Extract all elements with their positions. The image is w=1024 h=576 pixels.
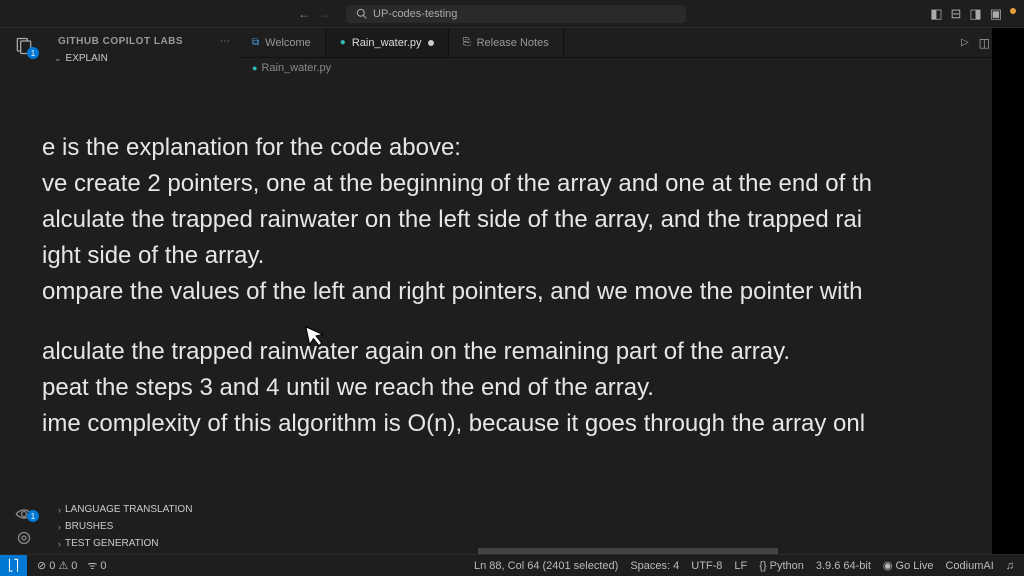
expl-line: ime complexity of this algorithm is O(n)… [42, 406, 994, 442]
nav-arrows: ← → [298, 7, 330, 21]
error-count: 0 [49, 560, 55, 572]
brace-icon: {} [759, 560, 766, 572]
indentation[interactable]: Spaces: 4 [630, 560, 679, 572]
tab-release-label: Release Notes [477, 37, 549, 49]
explorer-icon[interactable]: 1 [14, 36, 34, 56]
interpreter[interactable]: 3.9.6 64-bit [816, 560, 871, 572]
watch-badge: 1 [27, 510, 39, 522]
command-center[interactable]: UP-codes-testing [346, 5, 686, 23]
warning-icon: ⚠ [58, 559, 68, 572]
vscode-icon: ⧉ [252, 37, 259, 48]
layout-right-icon[interactable]: ◨ [969, 6, 981, 22]
section-lang-translation[interactable]: › LANGUAGE TRANSLATION [48, 501, 238, 518]
remote-icon: ⎣⎤ [8, 559, 19, 572]
section-testgen-label: TEST GENERATION [65, 538, 159, 549]
expl-line: alculate the trapped rainwater on the le… [42, 202, 994, 238]
section-brushes[interactable]: › BRUSHES [48, 518, 238, 535]
section-lang-label: LANGUAGE TRANSLATION [65, 504, 192, 515]
error-icon: ⊘ [37, 559, 46, 572]
expl-line: peat the steps 3 and 4 until we reach th… [42, 370, 994, 406]
tab-rain-label: Rain_water.py [352, 37, 422, 49]
ports-count: 0 [100, 560, 106, 572]
layout-panel-icon[interactable]: ▣ [990, 6, 1002, 22]
bell-icon[interactable]: ♫ [1006, 560, 1014, 572]
broadcast-icon: ◉ [883, 559, 893, 572]
warning-count: 0 [71, 560, 77, 572]
tab-welcome-label: Welcome [265, 37, 311, 49]
layout-left-icon[interactable]: ◧ [930, 6, 942, 22]
expl-line: e is the explanation for the code above: [42, 130, 994, 166]
explorer-badge: 1 [27, 47, 39, 59]
codium-button[interactable]: CodiumAI [945, 560, 993, 572]
golive-label: Go Live [896, 560, 934, 572]
run-icon[interactable]: ▷ [961, 37, 969, 48]
python-icon: ● [252, 63, 257, 73]
dirty-indicator-icon [428, 40, 434, 46]
lang-label: Python [770, 560, 804, 572]
explanation-overlay: e is the explanation for the code above:… [42, 130, 994, 442]
activity-bar: 1 [0, 28, 48, 554]
editor-tabs: ⧉ Welcome ● Rain_water.py ⎘ Release Note… [238, 28, 1024, 58]
section-explain[interactable]: ⌄ EXPLAIN [48, 51, 238, 66]
release-icon: ⎘ [463, 37, 471, 48]
encoding[interactable]: UTF-8 [691, 560, 722, 572]
sidebar-bottom-sections: › LANGUAGE TRANSLATION › BRUSHES › TEST … [48, 501, 238, 552]
radio-icon: ᯤ [87, 558, 97, 573]
update-indicator-icon[interactable] [1010, 8, 1016, 14]
tab-release-notes[interactable]: ⎘ Release Notes [449, 28, 564, 57]
chevron-right-icon: › [58, 522, 61, 532]
activity-bottom: 1 [0, 508, 48, 552]
tab-welcome[interactable]: ⧉ Welcome [238, 28, 326, 57]
cursor-position[interactable]: Ln 88, Col 64 (2401 selected) [474, 560, 618, 572]
chevron-right-icon: › [58, 505, 61, 515]
sidebar-title: GITHUB COPILOT LABS [48, 32, 193, 51]
chevron-right-icon: › [58, 539, 61, 549]
problems-button[interactable]: ⊘ 0 ⚠ 0 [37, 559, 77, 572]
status-bar: ⎣⎤ ⊘ 0 ⚠ 0 ᯤ 0 Ln 88, Col 64 (2401 selec… [0, 554, 1024, 576]
go-live-button[interactable]: ◉ Go Live [883, 559, 934, 572]
chevron-down-icon: ⌄ [54, 53, 62, 64]
layout-bottom-icon[interactable]: ⊟ [951, 6, 962, 22]
titlebar-right: ◧ ⊟ ◨ ▣ [930, 6, 1016, 22]
search-text: UP-codes-testing [373, 8, 457, 20]
section-brushes-label: BRUSHES [65, 521, 113, 532]
right-black-strip [992, 28, 1024, 554]
expl-line: ight side of the array. [42, 238, 994, 274]
ports-button[interactable]: ᯤ 0 [87, 558, 106, 573]
section-explain-label: EXPLAIN [66, 53, 108, 64]
expl-line: ve create 2 pointers, one at the beginni… [42, 166, 994, 202]
section-test-generation[interactable]: › TEST GENERATION [48, 535, 238, 552]
breadcrumb-file: Rain_water.py [261, 62, 331, 74]
breadcrumb[interactable]: ● Rain_water.py [238, 58, 1024, 78]
split-icon[interactable]: ◫ [979, 36, 990, 50]
nav-back-icon[interactable]: ← [298, 7, 310, 21]
titlebar: ← → UP-codes-testing ◧ ⊟ ◨ ▣ [0, 0, 1024, 28]
language-mode[interactable]: {} Python [759, 560, 804, 572]
more-icon[interactable]: ⋯ [220, 36, 230, 47]
gear-icon[interactable] [16, 530, 32, 546]
expl-line: ompare the values of the left and right … [42, 274, 994, 310]
python-icon: ● [340, 37, 346, 48]
nav-forward-icon[interactable]: → [318, 7, 330, 21]
tab-rain-water[interactable]: ● Rain_water.py [326, 28, 449, 57]
search-icon [356, 8, 367, 19]
remote-indicator[interactable]: ⎣⎤ [0, 555, 27, 576]
watch-icon[interactable]: 1 [15, 508, 33, 520]
expl-line: alculate the trapped rainwater again on … [42, 334, 994, 370]
eol[interactable]: LF [734, 560, 747, 572]
